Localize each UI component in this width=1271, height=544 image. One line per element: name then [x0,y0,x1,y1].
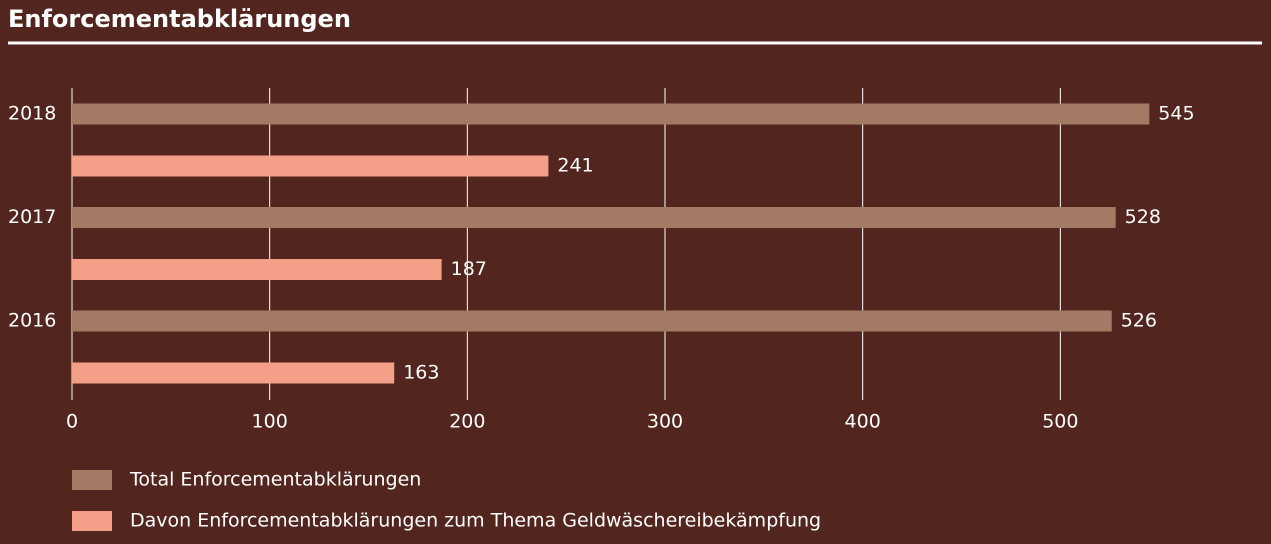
chart-title: Enforcementabklärungen [8,5,351,33]
x-tick-label: 100 [252,411,288,433]
y-tick-label: 2018 [8,103,56,125]
bar [72,155,549,177]
x-tick-label: 0 [66,411,78,433]
bar [72,362,395,384]
y-tick-label: 2016 [8,310,56,332]
value-label: 187 [451,258,487,280]
x-tick-label: 300 [647,411,683,433]
value-label: 545 [1158,103,1194,125]
bar [72,310,1112,332]
value-label: 526 [1121,310,1157,332]
value-label: 163 [403,362,439,384]
x-tick-label: 400 [845,411,881,433]
bar [72,103,1150,125]
x-tick-label: 500 [1042,411,1078,433]
legend-swatch [72,511,112,531]
y-tick-label: 2017 [8,206,56,228]
legend-label: Total Enforcementabklärungen [129,469,421,491]
legend-label: Davon Enforcementabklärungen zum Thema G… [130,510,821,532]
value-label: 528 [1125,206,1161,228]
legend-swatch [72,470,112,490]
bar [72,207,1116,228]
bar [72,259,442,280]
value-label: 241 [557,155,593,177]
x-tick-label: 200 [449,411,485,433]
